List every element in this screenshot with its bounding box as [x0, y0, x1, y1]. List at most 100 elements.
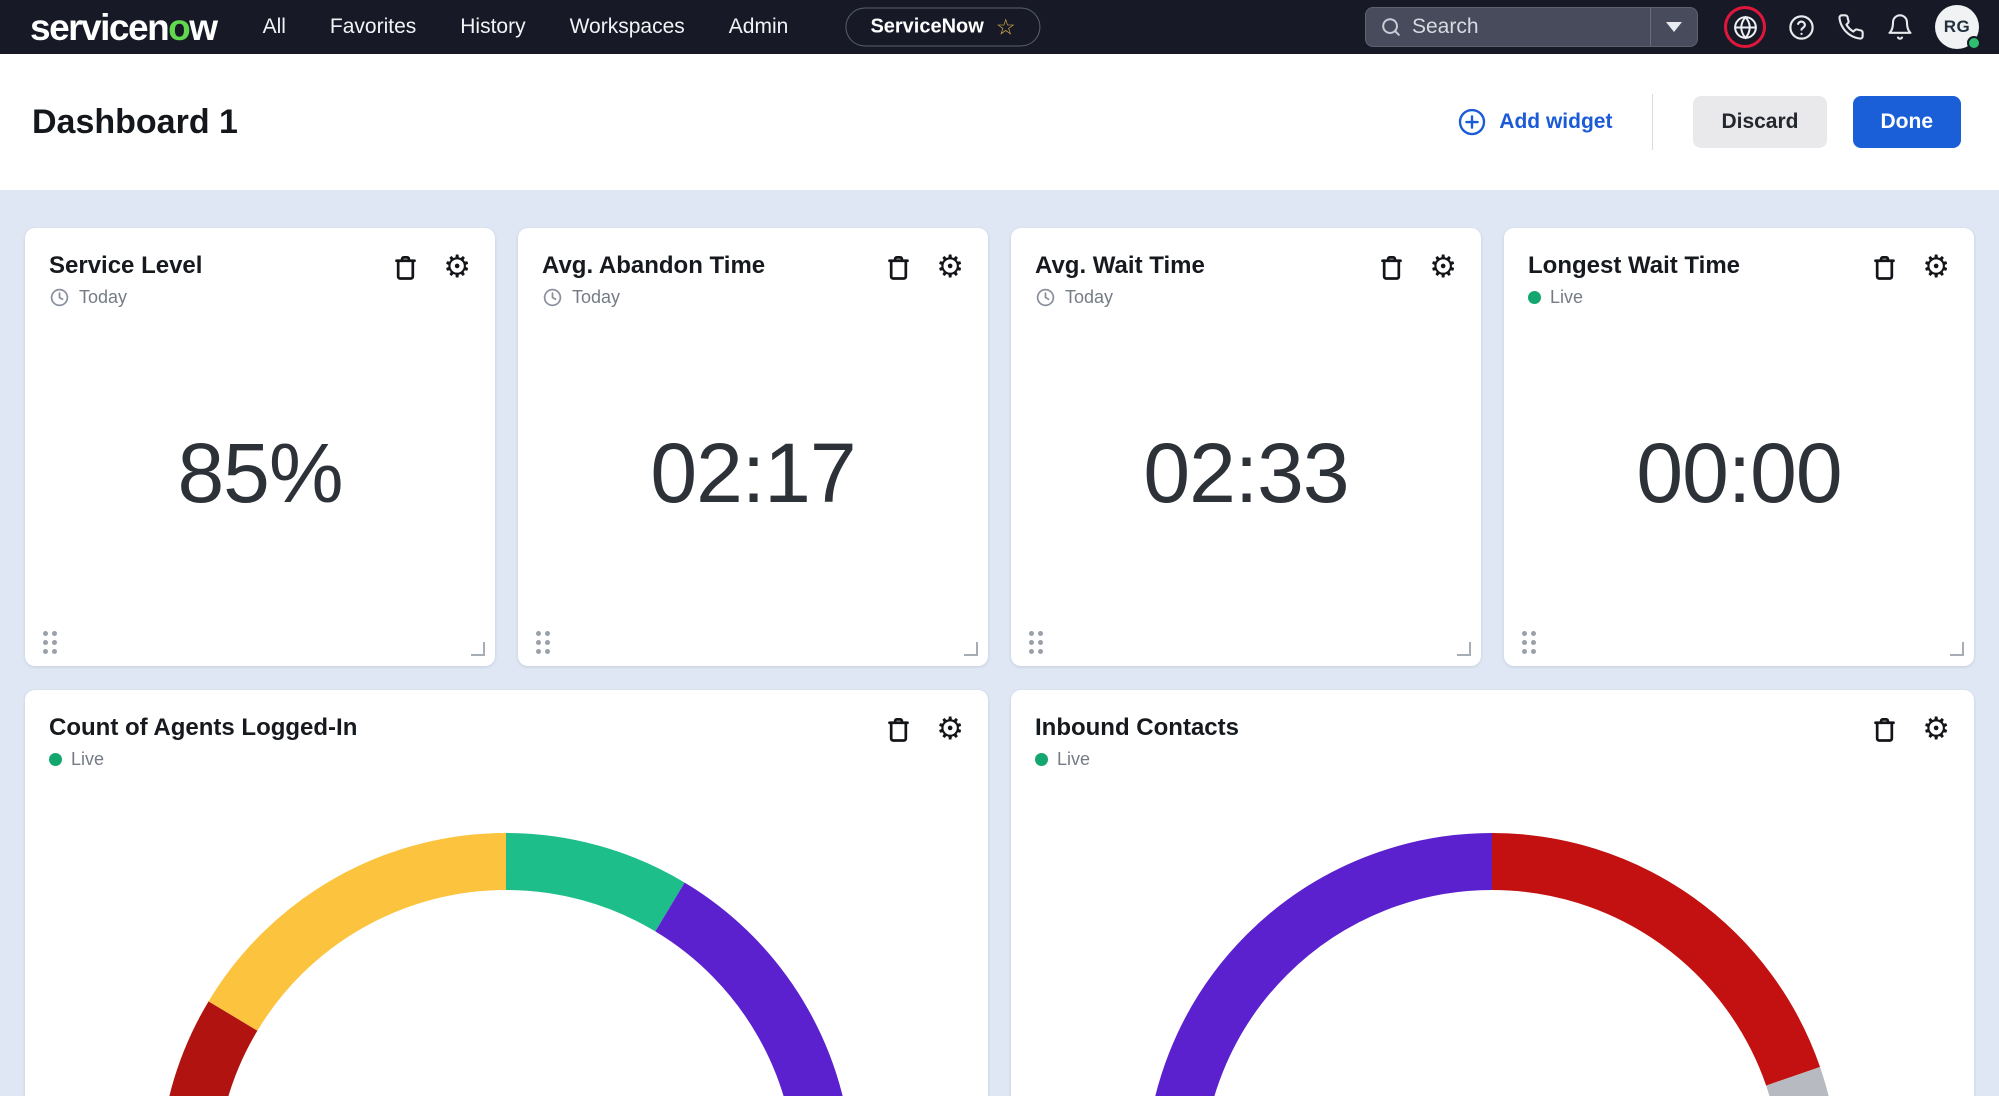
- timeframe-label: Today: [1065, 286, 1114, 307]
- widget-actions: ⚙: [392, 252, 471, 283]
- instance-context-pill[interactable]: ServiceNow ☆: [845, 7, 1041, 47]
- widget-header: Count of Agents Logged-In Live ⚙: [25, 690, 988, 770]
- header-divider: [1652, 94, 1654, 150]
- widget-header: Avg. Abandon Time Today ⚙: [518, 228, 988, 308]
- context-pill-label: ServiceNow: [870, 15, 984, 38]
- widget-header: Longest Wait Time Live ⚙: [1504, 228, 1974, 308]
- gear-icon: ⚙: [936, 711, 964, 747]
- avatar-initials: RG: [1943, 17, 1971, 36]
- servicenow-logo[interactable]: servicenow: [30, 6, 218, 48]
- widget-value: 00:00: [1636, 426, 1842, 521]
- add-widget-button[interactable]: Add widget: [1457, 107, 1612, 137]
- favorite-star-icon[interactable]: ☆: [995, 14, 1016, 39]
- resize-handle[interactable]: [964, 642, 978, 656]
- resize-handle[interactable]: [1457, 642, 1471, 656]
- gauge-chart: [169, 833, 843, 1096]
- timeframe-label: Live: [71, 748, 105, 769]
- widget-value: 02:17: [650, 426, 856, 521]
- live-indicator-dot: [1528, 290, 1541, 304]
- resize-handle[interactable]: [1950, 642, 1964, 656]
- widget-actions: ⚙: [885, 714, 964, 745]
- widget-timeframe: Live: [49, 749, 357, 770]
- user-avatar[interactable]: RG: [1935, 5, 1981, 50]
- widget-settings-button[interactable]: ⚙: [1429, 252, 1457, 283]
- phone-button[interactable]: [1837, 13, 1865, 41]
- timeframe-label: Live: [1057, 748, 1091, 769]
- widget-timeframe: Live: [1035, 749, 1239, 770]
- trash-icon: [888, 256, 910, 280]
- discard-button[interactable]: Discard: [1693, 96, 1827, 148]
- logo-green-o: o: [168, 6, 191, 48]
- delete-widget-button[interactable]: [885, 716, 912, 743]
- navbar-right-group: RG: [1365, 5, 1981, 50]
- gauge-chart: [1155, 833, 1829, 1096]
- nav-item-workspaces[interactable]: Workspaces: [569, 15, 685, 38]
- presence-indicator: [1967, 36, 1981, 50]
- drag-handle[interactable]: [1522, 631, 1536, 654]
- gear-icon: ⚙: [1922, 249, 1950, 285]
- gear-icon: ⚙: [1922, 711, 1950, 747]
- delete-widget-button[interactable]: [1378, 254, 1405, 281]
- widget-title: Avg. Abandon Time: [542, 252, 766, 279]
- widget-settings-button[interactable]: ⚙: [936, 252, 964, 283]
- widget-settings-button[interactable]: ⚙: [1922, 252, 1950, 283]
- widget-actions: ⚙: [885, 252, 964, 283]
- resize-handle[interactable]: [471, 642, 485, 656]
- widget-timeframe: Today: [49, 287, 202, 308]
- widget-actions: ⚙: [1378, 252, 1457, 283]
- widget-timeframe: Today: [542, 287, 765, 308]
- widget-card-inbound-contacts: Inbound Contacts Live ⚙: [1011, 690, 1974, 1096]
- search-scope-dropdown[interactable]: [1651, 22, 1697, 32]
- clock-icon: [543, 288, 562, 306]
- clock-icon: [1036, 288, 1055, 306]
- widget-actions: ⚙: [1871, 252, 1950, 283]
- global-search[interactable]: [1365, 7, 1698, 47]
- drag-handle[interactable]: [43, 631, 57, 654]
- widget-title: Count of Agents Logged-In: [49, 714, 358, 741]
- widget-title: Inbound Contacts: [1035, 714, 1239, 741]
- search-input[interactable]: [1412, 15, 1650, 39]
- timeframe-label: Live: [1550, 286, 1584, 307]
- nav-item-history[interactable]: History: [460, 15, 526, 38]
- widget-title: Avg. Wait Time: [1035, 252, 1205, 279]
- trash-icon: [888, 718, 910, 742]
- delete-widget-button[interactable]: [885, 254, 912, 281]
- gear-icon: ⚙: [1429, 249, 1457, 285]
- chevron-down-icon: [1666, 22, 1682, 32]
- widget-value: 85%: [177, 426, 343, 521]
- drag-handle[interactable]: [536, 631, 550, 654]
- delete-widget-button[interactable]: [1871, 716, 1898, 743]
- widget-timeframe: Live: [1528, 287, 1740, 308]
- trash-icon: [1381, 256, 1403, 280]
- trash-icon: [395, 256, 417, 280]
- search-divider: [1650, 8, 1651, 46]
- delete-widget-button[interactable]: [1871, 254, 1898, 281]
- widget-settings-button[interactable]: ⚙: [1922, 714, 1950, 745]
- delete-widget-button[interactable]: [392, 254, 419, 281]
- page-title: Dashboard 1: [32, 102, 238, 141]
- phone-icon: [1838, 14, 1864, 40]
- plus-circle-icon: [1459, 108, 1486, 136]
- widget-title: Longest Wait Time: [1528, 252, 1741, 279]
- notifications-button[interactable]: [1886, 13, 1914, 41]
- drag-handle[interactable]: [1029, 631, 1043, 654]
- widget-card-avg-wait-time: Avg. Wait Time Today ⚙ 02:33: [1011, 228, 1481, 666]
- gear-icon: ⚙: [936, 249, 964, 285]
- trash-icon: [1874, 256, 1896, 280]
- logo-text: servicen: [30, 6, 170, 48]
- nav-item-admin[interactable]: Admin: [728, 15, 789, 38]
- widget-card-longest-wait-time: Longest Wait Time Live ⚙ 00:00: [1504, 228, 1974, 666]
- widget-settings-button[interactable]: ⚙: [443, 252, 471, 283]
- widget-card-agents-logged-in: Count of Agents Logged-In Live ⚙: [25, 690, 988, 1096]
- dashboard-canvas: Service Level Today ⚙ 85% Avg. Aband: [0, 190, 1999, 1096]
- trash-icon: [1874, 718, 1896, 742]
- language-globe-button[interactable]: [1724, 6, 1766, 48]
- globe-red-ring: [1724, 6, 1766, 48]
- widget-card-service-level: Service Level Today ⚙ 85%: [25, 228, 495, 666]
- done-button[interactable]: Done: [1852, 96, 1961, 148]
- nav-item-all[interactable]: All: [262, 15, 286, 38]
- add-widget-label: Add widget: [1499, 110, 1613, 133]
- help-button[interactable]: [1787, 13, 1816, 42]
- nav-item-favorites[interactable]: Favorites: [329, 15, 417, 38]
- widget-settings-button[interactable]: ⚙: [936, 714, 964, 745]
